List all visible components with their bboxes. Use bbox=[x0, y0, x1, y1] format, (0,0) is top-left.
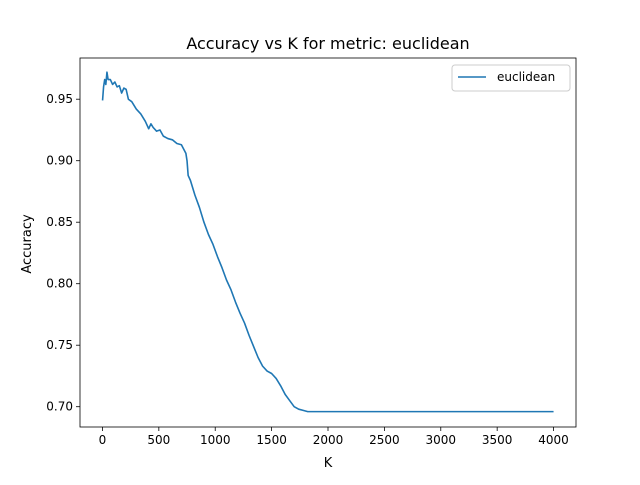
y-tick-label: 0.90 bbox=[46, 154, 73, 168]
y-tick-label: 0.70 bbox=[46, 400, 73, 414]
x-tick-label: 2000 bbox=[313, 433, 344, 447]
x-tick-label: 3500 bbox=[482, 433, 513, 447]
x-tick-label: 3000 bbox=[426, 433, 457, 447]
x-tick-label: 1000 bbox=[200, 433, 231, 447]
chart-title: Accuracy vs K for metric: euclidean bbox=[186, 34, 469, 53]
plot-area: 0 500 1000 1500 2000 2500 3000 3500 4000 0.70 0.75… bbox=[46, 57, 577, 447]
x-tick-label: 500 bbox=[147, 433, 170, 447]
x-axis-label: K bbox=[324, 456, 333, 471]
y-tick-label: 0.85 bbox=[46, 215, 73, 229]
y-tick-label: 0.95 bbox=[46, 92, 73, 106]
y-tick-label: 0.75 bbox=[46, 338, 73, 352]
x-tick-label: 4000 bbox=[538, 433, 569, 447]
x-tick-label: 0 bbox=[99, 433, 107, 447]
x-tick-label: 2500 bbox=[369, 433, 400, 447]
y-tick-label: 0.80 bbox=[46, 277, 73, 291]
x-tick-label: 1500 bbox=[256, 433, 287, 447]
y-axis-label: Accuracy bbox=[20, 214, 35, 274]
legend-box bbox=[451, 64, 571, 92]
legend-label: euclidean bbox=[497, 70, 555, 84]
series-line-euclidean bbox=[101, 71, 554, 413]
